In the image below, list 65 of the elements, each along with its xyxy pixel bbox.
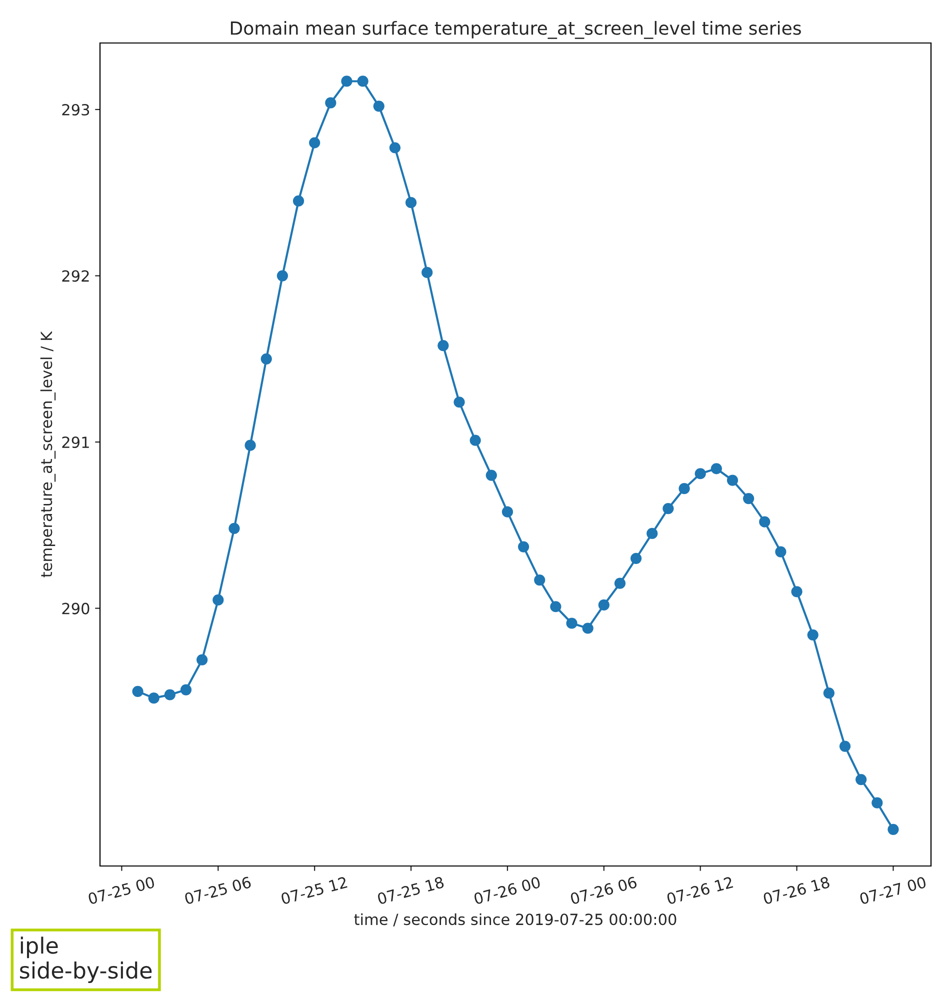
y-tick-label: 291 xyxy=(62,436,89,448)
x-tick-label: 07-25 00 xyxy=(88,876,156,905)
y-tick-label: 292 xyxy=(62,270,89,282)
point xyxy=(518,541,530,552)
point xyxy=(309,137,320,148)
point xyxy=(228,522,240,534)
point xyxy=(856,774,867,786)
point xyxy=(164,689,176,700)
point xyxy=(630,552,642,564)
y-tick-label: 290 xyxy=(62,602,90,614)
point xyxy=(373,100,384,112)
point xyxy=(292,195,304,207)
point xyxy=(260,353,272,364)
point xyxy=(791,586,802,598)
text: iple side-by-side xyxy=(20,936,152,984)
x-tick-label: 07-26 06 xyxy=(570,876,638,905)
point xyxy=(196,654,208,666)
point xyxy=(566,618,578,629)
point xyxy=(759,516,770,528)
point xyxy=(341,76,352,87)
point xyxy=(534,574,546,586)
x-tick-label: 07-26 12 xyxy=(666,876,734,905)
point xyxy=(438,340,449,352)
point xyxy=(726,474,738,486)
point xyxy=(180,684,192,696)
point xyxy=(807,629,818,640)
point xyxy=(775,546,786,558)
x-tick-label: 07-25 12 xyxy=(280,876,348,905)
point xyxy=(244,440,256,451)
x-tick-label: 07-27 00 xyxy=(859,876,927,905)
point xyxy=(662,502,674,514)
point xyxy=(454,396,465,408)
point xyxy=(470,434,481,446)
point xyxy=(325,97,336,108)
point xyxy=(132,686,144,697)
point xyxy=(823,688,834,699)
point xyxy=(389,142,401,154)
x-tick-label: 07-26 18 xyxy=(762,876,830,905)
point xyxy=(598,599,610,611)
point xyxy=(872,797,883,808)
x-tick-label: 07-26 00 xyxy=(473,876,541,905)
point xyxy=(502,506,514,518)
point xyxy=(646,528,658,540)
point xyxy=(486,470,497,481)
y-tick-label: 293 xyxy=(62,104,90,116)
point xyxy=(422,266,433,278)
point xyxy=(405,197,417,208)
point xyxy=(357,76,368,87)
point xyxy=(710,463,722,474)
point xyxy=(148,692,160,704)
x-tick-label: 07-25 06 xyxy=(184,876,252,905)
point xyxy=(694,468,706,480)
y-axis-title: temperature_at_screen_level / K xyxy=(40,331,56,578)
x-axis-title: time / seconds since 2019-07-25 00:00:00 xyxy=(354,913,676,926)
point xyxy=(276,270,288,282)
point xyxy=(839,740,851,752)
point xyxy=(550,601,562,612)
point xyxy=(614,578,626,589)
point xyxy=(678,483,690,494)
x-tick-label: 07-25 18 xyxy=(376,876,444,905)
chart-title: Domain mean surface temperature_at_screen_level time series xyxy=(230,20,801,39)
point xyxy=(888,824,899,835)
point xyxy=(743,493,754,504)
point xyxy=(212,594,224,606)
point xyxy=(582,622,594,634)
